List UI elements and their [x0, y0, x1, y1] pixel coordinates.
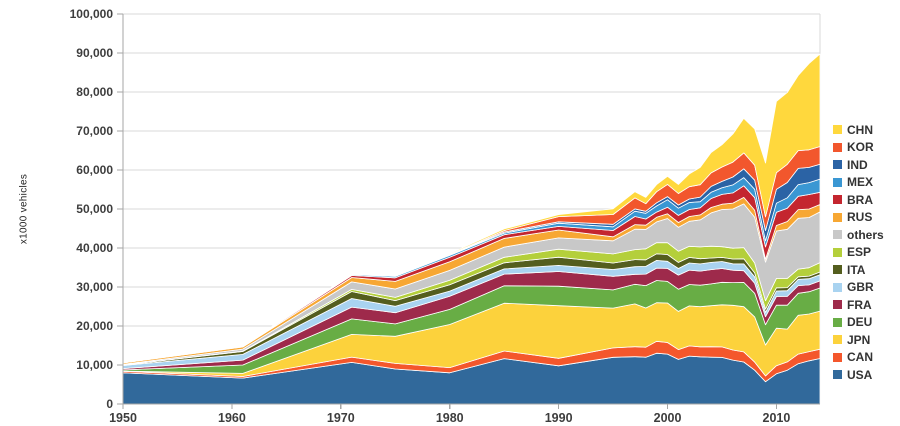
- legend-swatch-RUS: [833, 212, 842, 222]
- legend-label-ESP: ESP: [847, 245, 872, 260]
- legend-item-IND: IND: [833, 156, 884, 174]
- legend-label-IND: IND: [847, 157, 868, 172]
- legend-swatch-KOR: [833, 142, 842, 152]
- y-tick-label: 100,000: [70, 7, 114, 21]
- legend-swatch-FRA: [833, 300, 842, 310]
- legend-label-CAN: CAN: [847, 350, 873, 365]
- legend-label-KOR: KOR: [847, 140, 874, 155]
- y-tick-label: 70,000: [76, 124, 113, 138]
- legend-item-GBR: GBR: [833, 279, 884, 297]
- legend-swatch-DEU: [833, 317, 842, 327]
- legend-swatch-GBR: [833, 282, 842, 292]
- legend-item-CHN: CHN: [833, 121, 884, 139]
- y-tick-label: 0: [106, 397, 113, 411]
- legend-item-KOR: KOR: [833, 139, 884, 157]
- area-CHN: [122, 53, 821, 364]
- y-tick-label: 50,000: [76, 202, 113, 216]
- y-tick-label: 10,000: [76, 358, 113, 372]
- legend: CHN KOR IND MEX BRA RUS others ESP ITA GBR FRA DEU J…: [833, 121, 884, 384]
- x-tick-label: 2000: [654, 411, 682, 425]
- legend-item-DEU: DEU: [833, 314, 884, 332]
- legend-swatch-BRA: [833, 195, 842, 205]
- y-tick-label: 90,000: [76, 46, 113, 60]
- y-tick-label: 30,000: [76, 280, 113, 294]
- legend-item-RUS: RUS: [833, 209, 884, 227]
- legend-label-GBR: GBR: [847, 280, 874, 295]
- legend-swatch-ESP: [833, 247, 842, 257]
- x-tick-label: 1990: [545, 411, 573, 425]
- x-tick-label: 1960: [218, 411, 246, 425]
- legend-label-FRA: FRA: [847, 297, 872, 312]
- legend-label-JPN: JPN: [847, 332, 871, 347]
- legend-swatch-ITA: [833, 265, 842, 275]
- legend-swatch-MEX: [833, 177, 842, 187]
- y-tick-label: 20,000: [76, 319, 113, 333]
- legend-swatch-CHN: [833, 125, 842, 135]
- legend-item-ESP: ESP: [833, 244, 884, 262]
- legend-swatch-CAN: [833, 352, 842, 362]
- x-tick-label: 2010: [763, 411, 791, 425]
- y-tick-label: 80,000: [76, 85, 113, 99]
- legend-item-FRA: FRA: [833, 296, 884, 314]
- legend-item-CAN: CAN: [833, 349, 884, 367]
- legend-item-USA: USA: [833, 366, 884, 384]
- y-tick-label: 60,000: [76, 163, 113, 177]
- legend-label-DEU: DEU: [847, 315, 873, 330]
- legend-swatch-IND: [833, 160, 842, 170]
- legend-item-others: others: [833, 226, 884, 244]
- legend-label-others: others: [847, 227, 884, 242]
- legend-label-ITA: ITA: [847, 262, 866, 277]
- legend-item-ITA: ITA: [833, 261, 884, 279]
- legend-item-MEX: MEX: [833, 174, 884, 192]
- y-tick-label: 40,000: [76, 241, 113, 255]
- x-tick-label: 1970: [327, 411, 355, 425]
- legend-label-USA: USA: [847, 367, 873, 382]
- legend-swatch-USA: [833, 370, 842, 380]
- x-tick-label: 1950: [109, 411, 137, 425]
- legend-swatch-others: [833, 230, 842, 240]
- legend-label-RUS: RUS: [847, 210, 873, 225]
- legend-item-BRA: BRA: [833, 191, 884, 209]
- legend-label-MEX: MEX: [847, 175, 874, 190]
- x-tick-label: 1980: [436, 411, 464, 425]
- legend-item-JPN: JPN: [833, 331, 884, 349]
- legend-swatch-JPN: [833, 335, 842, 345]
- legend-label-CHN: CHN: [847, 122, 873, 137]
- legend-label-BRA: BRA: [847, 192, 873, 207]
